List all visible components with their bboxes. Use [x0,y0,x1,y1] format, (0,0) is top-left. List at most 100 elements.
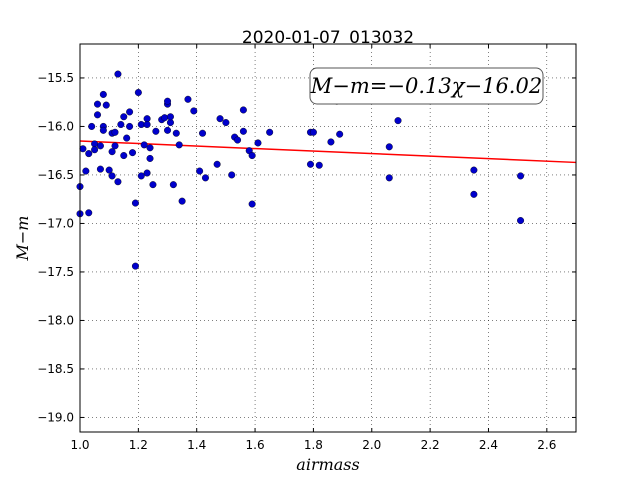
data-point [138,173,145,180]
data-point [202,175,209,182]
data-point [115,178,122,185]
data-point [85,209,92,216]
data-point [147,144,154,151]
data-point [386,175,393,182]
data-point [147,155,154,162]
data-point [170,181,177,188]
data-point [126,109,133,116]
data-point [234,137,241,144]
data-point [100,127,107,134]
x-tick-label: 2.0 [362,438,381,452]
data-point [307,161,314,168]
data-point [179,198,186,205]
data-point [118,121,125,128]
data-point [109,148,116,155]
data-point [196,168,203,175]
data-point [138,121,145,128]
data-point [517,173,524,180]
data-point [167,113,174,120]
x-tick-label: 2.2 [421,438,440,452]
data-point [94,112,101,119]
x-tick-label: 2.6 [537,438,556,452]
data-point [217,115,224,122]
data-point [176,142,183,149]
data-point [103,102,110,109]
data-point [316,162,323,169]
data-point [91,141,98,148]
x-tick-labels: 1.0 1.2 1.4 1.6 1.8 2.0 2.2 2.4 2.6 [70,438,556,452]
x-tick-label: 1.6 [246,438,265,452]
y-axis-label: M−m [13,216,32,262]
data-point [336,131,343,138]
data-point [249,201,256,208]
data-point [240,107,247,114]
x-tick-label: 2.4 [479,438,498,452]
data-point [94,101,101,108]
data-point [85,150,92,157]
data-point [144,115,151,122]
x-tick-label: 1.0 [70,438,89,452]
x-tick-label: 1.8 [304,438,323,452]
data-point [328,139,335,146]
y-tick-label: −18.5 [37,362,74,376]
data-point [471,191,478,198]
data-point [190,108,197,115]
data-point [126,123,133,130]
annotation-text: M−m=−0.13χ−16.02 [310,74,542,98]
data-point [199,130,206,137]
data-point [80,145,87,152]
y-tick-label: −16.5 [37,168,74,182]
data-point [120,113,127,120]
fit-annotation: M−m=−0.13χ−16.02 [310,68,543,104]
y-tick-label: −16.0 [37,119,74,133]
x-tick-label: 1.4 [187,438,206,452]
y-tick-label: −18.0 [37,313,74,327]
data-point [144,170,151,177]
data-point [223,119,230,126]
data-point [91,146,98,153]
data-point [83,168,90,175]
x-axis-label: airmass [296,455,359,474]
x-tick-label: 1.2 [129,438,148,452]
data-point [106,167,113,174]
y-tick-label: −17.5 [37,265,74,279]
data-point [395,117,402,124]
data-point [141,142,148,149]
data-point [471,167,478,174]
data-point [109,173,116,180]
y-tick-label: −15.5 [37,71,74,85]
data-point [386,144,393,151]
y-tick-label: −19.0 [37,410,74,424]
data-point [129,149,136,156]
data-point [100,91,107,98]
data-point [517,217,524,224]
data-point [123,135,130,142]
data-point [214,161,221,168]
data-point [228,172,235,179]
data-point [240,128,247,135]
data-point [153,128,160,135]
data-point [120,152,127,159]
data-point [112,129,119,136]
data-point [97,143,104,150]
data-point [167,119,174,126]
data-point [310,129,317,136]
data-point [255,140,262,147]
data-point [161,114,168,121]
data-point [132,200,139,207]
data-point [115,71,122,78]
data-point [144,121,151,128]
data-point [88,123,95,130]
data-point [135,89,142,96]
data-point [164,127,171,134]
data-point [164,98,171,105]
data-point [266,129,273,136]
data-point [132,263,139,270]
data-point [150,181,157,188]
data-point [249,152,256,159]
data-point [173,130,180,137]
data-point [185,96,192,103]
data-point [112,143,119,150]
y-tick-label: −17.0 [37,216,74,230]
